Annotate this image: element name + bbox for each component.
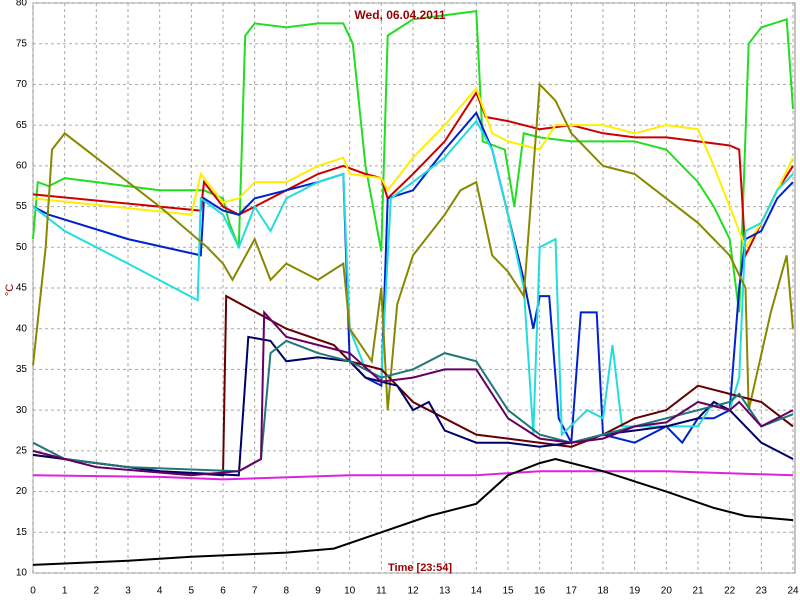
y-tick-label: 70 (16, 79, 28, 90)
y-tick-label: 60 (16, 160, 28, 171)
x-tick-label: 4 (157, 586, 163, 597)
x-tick-label: 21 (692, 586, 704, 597)
x-tick-label: 14 (471, 586, 483, 597)
x-tick-label: 18 (597, 586, 609, 597)
x-tick-label: 1 (62, 586, 68, 597)
chart-title: Wed, 06.04.2011 (354, 8, 446, 22)
x-tick-label: 6 (220, 586, 226, 597)
x-tick-label: 11 (376, 586, 387, 597)
x-tick-label: 12 (407, 586, 419, 597)
x-tick-label: 13 (439, 586, 451, 597)
y-tick-label: 55 (16, 201, 28, 212)
x-tick-label: 22 (724, 586, 736, 597)
y-tick-label: 80 (16, 0, 28, 9)
x-tick-label: 10 (344, 586, 356, 597)
series-line (32, 119, 794, 437)
x-tick-label: 9 (315, 586, 321, 597)
y-tick-label: 20 (16, 486, 28, 497)
series-line (32, 457, 794, 566)
series-line (32, 90, 794, 260)
y-tick-label: 45 (16, 283, 28, 294)
y-tick-label: 30 (16, 405, 28, 416)
y-tick-label: 75 (16, 38, 28, 49)
y-tick-label: 25 (16, 445, 28, 456)
y-tick-label: 50 (16, 242, 28, 253)
series-line (32, 470, 794, 481)
x-tick-label: 15 (502, 586, 514, 597)
y-axis-label: °C (4, 284, 16, 296)
y-tick-label: 40 (16, 323, 28, 334)
series-line (32, 294, 794, 477)
x-tick-label: 8 (284, 586, 290, 597)
y-tick-label: 10 (16, 568, 28, 579)
x-tick-label: 2 (94, 586, 100, 597)
series-line (32, 9, 794, 313)
series-line (32, 82, 794, 411)
x-tick-label: 0 (30, 586, 36, 597)
x-tick-label: 24 (787, 586, 799, 597)
x-tick-label: 5 (189, 586, 195, 597)
x-tick-label: 20 (661, 586, 673, 597)
lines (32, 9, 794, 566)
x-tick-label: 16 (534, 586, 546, 597)
x-tick-label: 7 (252, 586, 258, 597)
x-tick-label: 17 (566, 586, 578, 597)
x-tick-label: 3 (125, 586, 131, 597)
y-tick-label: 35 (16, 364, 28, 375)
series-line (32, 309, 794, 477)
x-tick-label: 23 (756, 586, 768, 597)
x-tick-label: 19 (629, 586, 641, 597)
y-tick-label: 65 (16, 120, 28, 131)
x-axis-label: Time [23:54] (388, 562, 452, 574)
series-line (32, 86, 794, 250)
y-tick-label: 15 (16, 527, 28, 538)
